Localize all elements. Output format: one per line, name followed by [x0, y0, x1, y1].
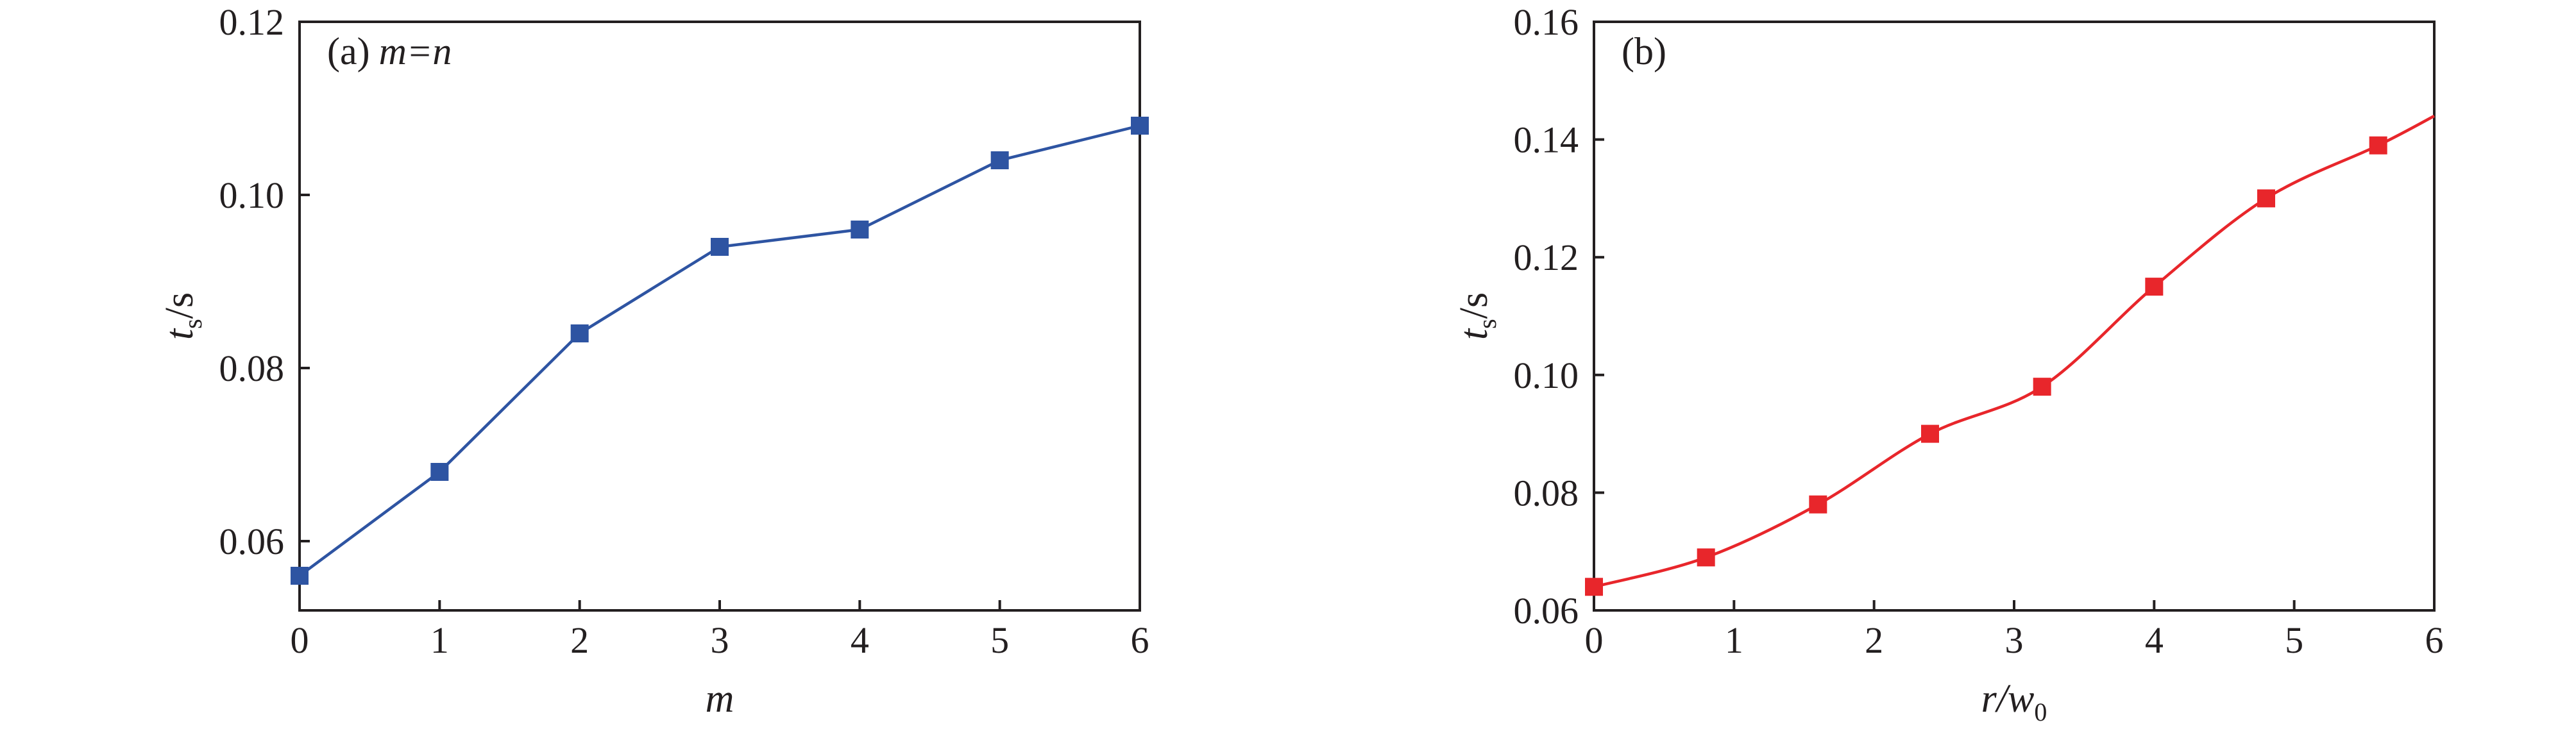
panel-a-y-axis-label-sub: s [178, 319, 207, 329]
panel-b-series [1585, 114, 2436, 596]
data-point-marker [430, 463, 449, 481]
y-tick-label: 0.06 [1514, 590, 1579, 632]
x-tick-label: 5 [2285, 619, 2303, 661]
panel-a-condition: m=n [379, 30, 452, 72]
panel-b-x-axis-label-mid: /w [1995, 677, 2035, 721]
y-tick-label: 0.12 [1514, 237, 1579, 278]
x-tick-label: 1 [1725, 619, 1743, 661]
panel-a-label-id: (a) [327, 30, 370, 72]
x-tick-label: 2 [570, 619, 589, 661]
data-point-marker [2369, 136, 2387, 155]
series-line [298, 124, 1140, 577]
panel-b-y-axis-label: ts/s [1452, 292, 1502, 340]
data-point-marker [1921, 424, 1939, 443]
panel-a-y-axis-label: ts/s [158, 292, 207, 340]
x-tick-label: 6 [2425, 619, 2444, 661]
panel-a-tick-labels: 0 1 2 3 4 5 6 0.06 0.08 0.10 0.12 [219, 1, 1149, 661]
panel-b: 0 1 2 3 4 5 60.060.080.100.120.140.16 (b) r/w0… [1452, 1, 2444, 726]
panel-b-ticks [1593, 21, 2436, 612]
y-tick-label: 0.08 [1514, 472, 1579, 514]
x-tick-label: 5 [990, 619, 1009, 661]
y-tick-label: 0.12 [219, 1, 285, 43]
x-tick-label: 4 [2145, 619, 2164, 661]
x-tick-label: 0 [1585, 619, 1604, 661]
panel-a-y-axis-label-unit: /s [158, 292, 201, 319]
data-point-marker [1131, 117, 1149, 135]
panel-a: 0 1 2 3 4 5 6 0.06 0.08 0.10 0.12 (a) m=n m ts/s [158, 1, 1149, 721]
y-tick-label: 0.06 [219, 521, 285, 562]
x-tick-label: 1 [430, 619, 449, 661]
panel-b-x-axis-label: r/w0 [1981, 677, 2047, 726]
panel-a-plot-frame [298, 21, 1141, 612]
x-tick-label: 2 [1865, 619, 1883, 661]
data-point-marker [851, 221, 869, 239]
data-point-marker [2033, 378, 2051, 396]
y-tick-label: 0.14 [1514, 119, 1579, 161]
x-tick-label: 6 [1131, 619, 1149, 661]
panel-b-x-axis-label-sub: 0 [2034, 698, 2047, 726]
panel-b-plot-frame [1593, 21, 2436, 612]
data-point-marker [1809, 495, 1827, 514]
panel-b-tick-labels: 0 1 2 3 4 5 6 0.06 0.08 0.10 0.12 0.14 0.16 [1514, 1, 2444, 661]
data-point-marker [711, 238, 729, 256]
panel-b-label: (b) [1622, 30, 1666, 72]
data-point-marker [1585, 578, 1603, 596]
x-tick-label: 3 [2005, 619, 2024, 661]
data-point-marker [2257, 189, 2275, 208]
data-point-marker [1697, 548, 1715, 567]
panel-a-ticks [298, 21, 1141, 610]
data-point-marker [570, 324, 589, 342]
panel-b-x-axis-label-main: r [1981, 677, 1997, 721]
x-tick-label: 0 [291, 619, 309, 661]
y-tick-label: 0.16 [1514, 1, 1579, 43]
data-point-marker [990, 151, 1009, 169]
panel-a-y-axis-label-main: t [158, 328, 201, 340]
panel-a-label: (a) m=n [327, 30, 452, 72]
panel-a-x-axis-label: m [706, 677, 734, 721]
panel-b-y-axis-label-unit: /s [1452, 292, 1496, 319]
data-point-marker [2145, 278, 2164, 296]
y-tick-label: 0.08 [219, 348, 285, 389]
x-tick-label: 4 [851, 619, 869, 661]
y-tick-label: 0.10 [219, 174, 285, 216]
y-tick-label: 0.10 [1514, 355, 1579, 396]
series-line [1593, 114, 2436, 589]
panel-b-y-axis-label-sub: s [1473, 319, 1502, 329]
data-point-marker [291, 567, 309, 585]
x-tick-label: 3 [711, 619, 729, 661]
panel-a-series [291, 117, 1149, 585]
panel-b-y-axis-label-main: t [1452, 328, 1496, 340]
